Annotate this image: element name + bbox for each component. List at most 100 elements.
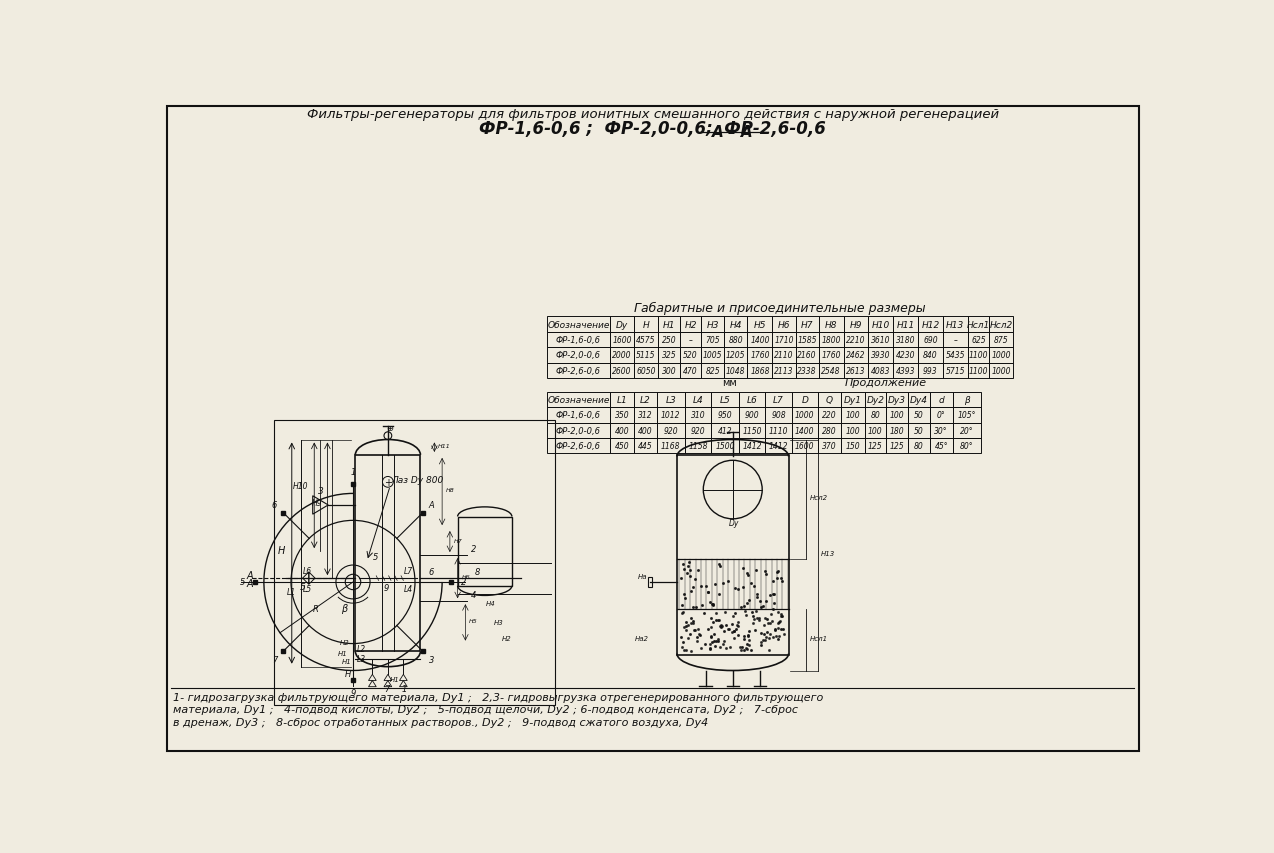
Text: H3: H3 (706, 320, 719, 329)
Bar (908, 423, 930, 438)
Bar (893, 333, 919, 348)
Bar (865, 408, 887, 423)
Text: 2338: 2338 (798, 366, 817, 375)
Text: 180: 180 (889, 426, 905, 435)
Text: 50: 50 (913, 411, 924, 420)
Text: 350: 350 (614, 411, 629, 420)
Text: 993: 993 (924, 366, 938, 375)
Bar (547, 423, 610, 438)
Text: d: d (939, 396, 944, 404)
Bar (772, 333, 795, 348)
Text: 2613: 2613 (846, 366, 866, 375)
Text: 45°: 45° (934, 442, 948, 450)
Bar (610, 348, 633, 363)
Bar (684, 423, 711, 438)
Text: Q: Q (826, 396, 833, 404)
Text: 1012: 1012 (661, 411, 680, 420)
Bar (739, 392, 766, 408)
Text: 625: 625 (971, 335, 986, 345)
Text: 3930: 3930 (871, 351, 891, 360)
Bar (791, 392, 818, 408)
Text: H2: H2 (502, 635, 512, 641)
Text: 1168: 1168 (661, 442, 680, 450)
Text: 80: 80 (870, 411, 880, 420)
Bar (684, 408, 711, 423)
Text: L1: L1 (617, 396, 627, 404)
Text: 1800: 1800 (822, 335, 841, 345)
Bar (772, 348, 795, 363)
Bar (633, 333, 659, 348)
Bar (772, 363, 795, 379)
Text: R: R (312, 605, 318, 613)
Bar (633, 363, 659, 379)
Bar (547, 363, 610, 379)
Text: 1000: 1000 (991, 351, 1010, 360)
Text: 80°: 80° (961, 442, 973, 450)
Text: 400: 400 (614, 426, 629, 435)
Text: материала, Dу1 ;   4-подвод кислоты, Dу2 ;   5-подвод щелочи, Dу2 ; 6-подвод кон: материала, Dу1 ; 4-подвод кислоты, Dу2 ;… (173, 705, 799, 715)
Bar (953, 408, 981, 423)
Bar (724, 348, 748, 363)
Text: 0°: 0° (936, 411, 945, 420)
Bar (908, 392, 930, 408)
Text: Dy4: Dy4 (910, 396, 927, 404)
Text: H2: H2 (340, 639, 349, 645)
Bar (610, 423, 633, 438)
Bar (739, 423, 766, 438)
Text: L5: L5 (720, 396, 730, 404)
Bar (680, 348, 701, 363)
Text: H: H (345, 669, 352, 678)
Bar (610, 363, 633, 379)
Text: 1- гидрозагрузка фильтрующего материала, Dу1 ;   2,3- гидровыгрузка отрегенериро: 1- гидрозагрузка фильтрующего материала,… (173, 693, 823, 702)
Text: H1: H1 (339, 650, 348, 656)
Text: 4230: 4230 (896, 351, 915, 360)
Bar (547, 348, 610, 363)
Bar (819, 333, 843, 348)
Text: Габаритные и присоединительные размеры: Габаритные и присоединительные размеры (634, 301, 925, 314)
Text: L6: L6 (303, 566, 312, 575)
Bar (930, 438, 953, 454)
Bar (869, 363, 893, 379)
Text: 400: 400 (638, 426, 652, 435)
Bar (684, 438, 711, 454)
Text: Dy: Dy (615, 320, 628, 329)
Text: 312: 312 (638, 411, 652, 420)
Bar (633, 317, 659, 333)
Text: H10: H10 (871, 320, 891, 329)
Bar (791, 408, 818, 423)
Bar (633, 423, 657, 438)
Text: 470: 470 (683, 366, 698, 375)
Text: 105°: 105° (958, 411, 976, 420)
Text: 880: 880 (729, 335, 743, 345)
Bar (766, 408, 791, 423)
Text: L6: L6 (747, 396, 758, 404)
Text: ФР-2,6-0,6: ФР-2,6-0,6 (555, 442, 601, 450)
Text: 220: 220 (822, 411, 837, 420)
Bar (943, 348, 967, 363)
Bar (865, 438, 887, 454)
Text: 2160: 2160 (798, 351, 817, 360)
Bar (610, 333, 633, 348)
Bar (791, 423, 818, 438)
Text: 310: 310 (691, 411, 706, 420)
Text: 950: 950 (717, 411, 733, 420)
Text: 705: 705 (706, 335, 720, 345)
Text: H10: H10 (293, 481, 308, 490)
Text: 4: 4 (471, 590, 476, 600)
Text: 2210: 2210 (846, 335, 866, 345)
Bar (818, 392, 841, 408)
Text: ФР-2,6-0,6: ФР-2,6-0,6 (555, 366, 601, 375)
Text: 250: 250 (662, 335, 676, 345)
Bar (865, 392, 887, 408)
Bar (633, 348, 659, 363)
Text: H11: H11 (438, 444, 451, 449)
Bar (701, 317, 724, 333)
Bar (841, 392, 865, 408)
Text: A: A (428, 500, 434, 509)
Text: 1048: 1048 (726, 366, 745, 375)
Text: 30°: 30° (934, 426, 948, 435)
Text: 9: 9 (383, 583, 390, 592)
Text: L1: L1 (287, 587, 297, 595)
Text: A: A (247, 571, 254, 580)
Text: 125: 125 (889, 442, 905, 450)
